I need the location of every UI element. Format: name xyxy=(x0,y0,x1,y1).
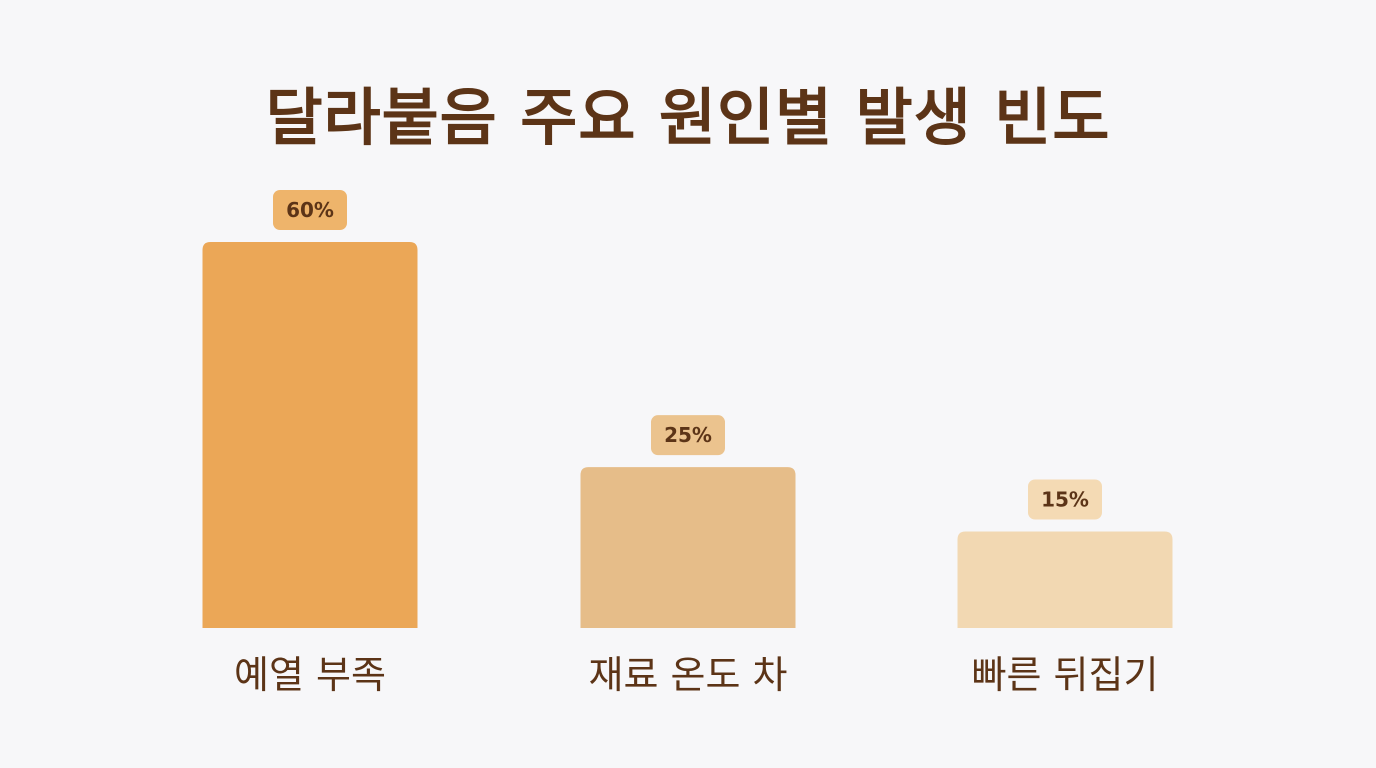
category-labels-group: 예열 부족 재료 온도 차 빠른 뒤집기 xyxy=(234,653,1158,697)
value-label-2: 25% xyxy=(664,423,712,447)
chart-title: 달라붙음 주요 원인별 발생 빈도 xyxy=(265,81,1111,154)
bar-1 xyxy=(202,242,418,628)
bars-group xyxy=(202,242,1173,628)
value-badge-1 xyxy=(273,190,347,230)
value-badge-3 xyxy=(1028,479,1102,520)
value-badge-2 xyxy=(651,415,725,456)
bar-2 xyxy=(580,467,796,628)
category-label-2: 재료 온도 차 xyxy=(589,653,788,697)
bar-3 xyxy=(957,531,1173,628)
category-label-3: 빠른 뒤집기 xyxy=(972,653,1159,697)
value-label-1: 60% xyxy=(286,198,334,222)
value-badges-group: 60% 25% 15% xyxy=(273,190,1102,520)
value-label-3: 15% xyxy=(1041,488,1089,512)
category-label-1: 예열 부족 xyxy=(234,653,386,697)
